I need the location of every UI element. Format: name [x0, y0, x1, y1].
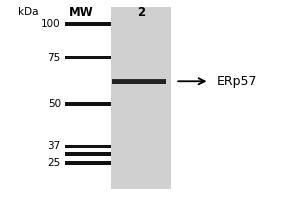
Text: 2: 2: [137, 6, 145, 19]
Text: ERp57: ERp57: [217, 75, 257, 88]
Bar: [112, 79, 166, 84]
Text: kDa: kDa: [18, 7, 38, 17]
Bar: [113, 79, 165, 80]
Text: 37: 37: [48, 141, 61, 151]
Bar: [65, 145, 111, 148]
Bar: [111, 7, 171, 189]
Text: MW: MW: [69, 6, 94, 19]
Text: 50: 50: [48, 99, 61, 109]
Text: 25: 25: [48, 158, 61, 168]
Bar: [65, 161, 111, 165]
Bar: [65, 22, 111, 26]
Text: 75: 75: [48, 53, 61, 63]
Bar: [65, 56, 111, 59]
Text: 100: 100: [41, 19, 61, 29]
Bar: [65, 152, 111, 156]
Bar: [65, 102, 111, 106]
